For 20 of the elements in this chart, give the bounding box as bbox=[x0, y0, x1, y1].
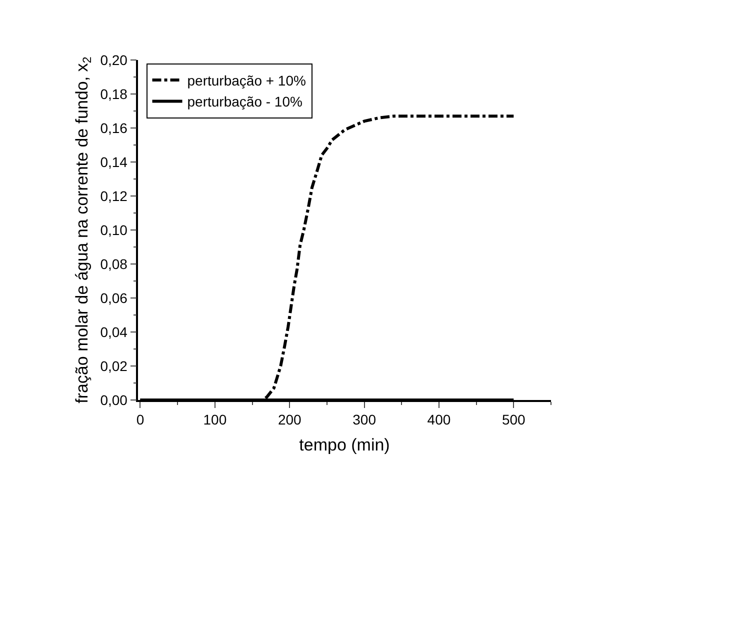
y-tick-label: 0,14 bbox=[100, 154, 128, 170]
y-tick-label: 0,06 bbox=[100, 290, 128, 306]
x-tick-label: 500 bbox=[502, 412, 526, 428]
y-tick-label: 0,02 bbox=[100, 358, 128, 374]
legend-label: perturbação + 10% bbox=[187, 72, 306, 88]
y-tick-label: 0,20 bbox=[100, 52, 128, 68]
y-tick-label: 0,04 bbox=[100, 324, 128, 340]
x-tick-label: 0 bbox=[136, 412, 144, 428]
x-tick-label: 400 bbox=[427, 412, 451, 428]
legend-label: perturbação - 10% bbox=[187, 94, 302, 110]
y-tick-label: 0,00 bbox=[100, 392, 128, 408]
y-tick-label: 0,18 bbox=[100, 86, 128, 102]
x-tick-label: 200 bbox=[278, 412, 302, 428]
y-tick-label: 0,12 bbox=[100, 188, 128, 204]
x-tick-label: 300 bbox=[352, 412, 376, 428]
y-tick-label: 0,10 bbox=[100, 222, 128, 238]
x-tick-label: 100 bbox=[203, 412, 227, 428]
x-axis-title: tempo (min) bbox=[299, 435, 390, 454]
y-tick-label: 0,16 bbox=[100, 120, 128, 136]
y-tick-label: 0,08 bbox=[100, 256, 128, 272]
